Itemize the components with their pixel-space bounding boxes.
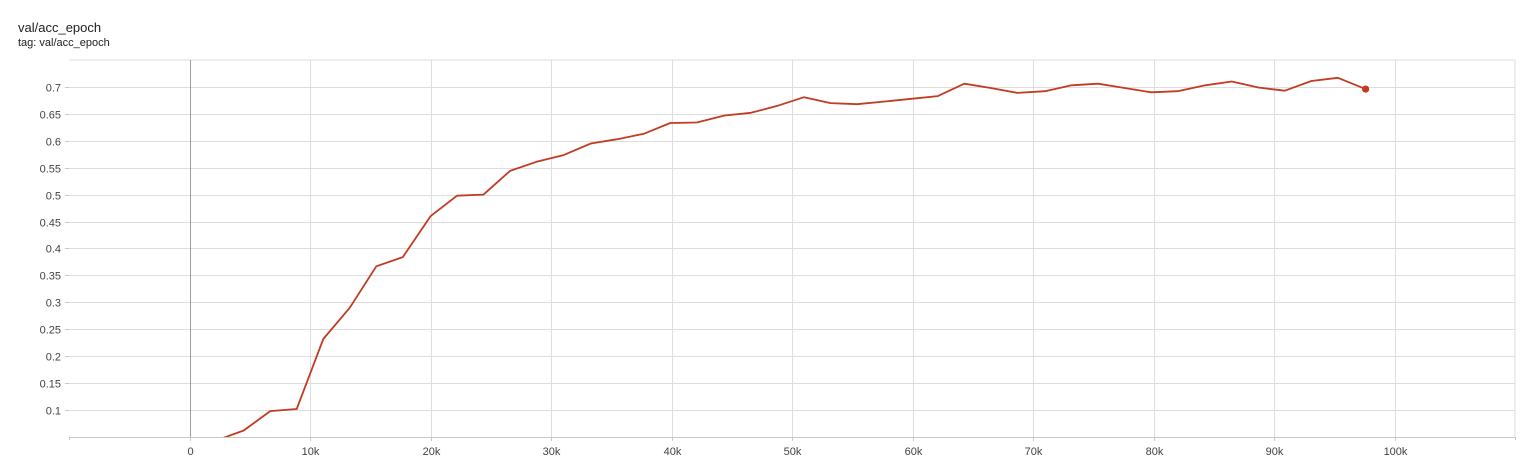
x-tick-label: 40k bbox=[664, 446, 682, 458]
x-tick-label: 90k bbox=[1266, 446, 1284, 458]
series-last-point[interactable] bbox=[1362, 85, 1370, 93]
y-tick-label: 0.25 bbox=[40, 325, 61, 337]
y-tick-label: 0.65 bbox=[40, 110, 61, 122]
x-tick-label: 60k bbox=[905, 446, 923, 458]
y-tick-label: 0.1 bbox=[46, 406, 61, 418]
x-tick-label: 70k bbox=[1025, 446, 1043, 458]
y-tick-label: 0.3 bbox=[46, 298, 61, 310]
x-tick-label: 100k bbox=[1384, 446, 1408, 458]
y-tick-label: 0.55 bbox=[40, 164, 61, 176]
x-tick-label: 30k bbox=[543, 446, 561, 458]
x-tick-label: 80k bbox=[1146, 446, 1164, 458]
grid-lines bbox=[69, 59, 1516, 437]
y-tick-label: 0.2 bbox=[46, 352, 61, 364]
y-tick-label: 0.45 bbox=[40, 218, 61, 230]
y-tick-label: 0.15 bbox=[40, 379, 61, 391]
y-tick-label: 0.4 bbox=[46, 244, 61, 256]
y-axis-ticks: 0.1 0.15 0.2 0.25 0.3 0.35 0.4 0.45 0.5 0.55 0.6 0.… bbox=[40, 83, 69, 418]
series-layer bbox=[190, 76, 1370, 448]
y-tick-label: 0.35 bbox=[40, 271, 61, 283]
x-tick-label: 0 bbox=[187, 446, 193, 458]
x-axis-ticks: 0 10k 20k 30k 40k 50k 60k 70k 80k 90k 100k bbox=[69, 437, 1516, 458]
y-tick-label: 0.6 bbox=[46, 137, 61, 149]
series-line[interactable] bbox=[190, 76, 1367, 448]
x-tick-label: 20k bbox=[423, 446, 441, 458]
y-tick-label: 0.7 bbox=[46, 83, 61, 95]
x-tick-label: 10k bbox=[302, 446, 320, 458]
chart-title: val/acc_epoch bbox=[18, 20, 102, 35]
x-tick-label: 50k bbox=[784, 446, 802, 458]
chart-tag: tag: val/acc_epoch bbox=[18, 37, 110, 49]
y-tick-label: 0.5 bbox=[46, 191, 61, 203]
